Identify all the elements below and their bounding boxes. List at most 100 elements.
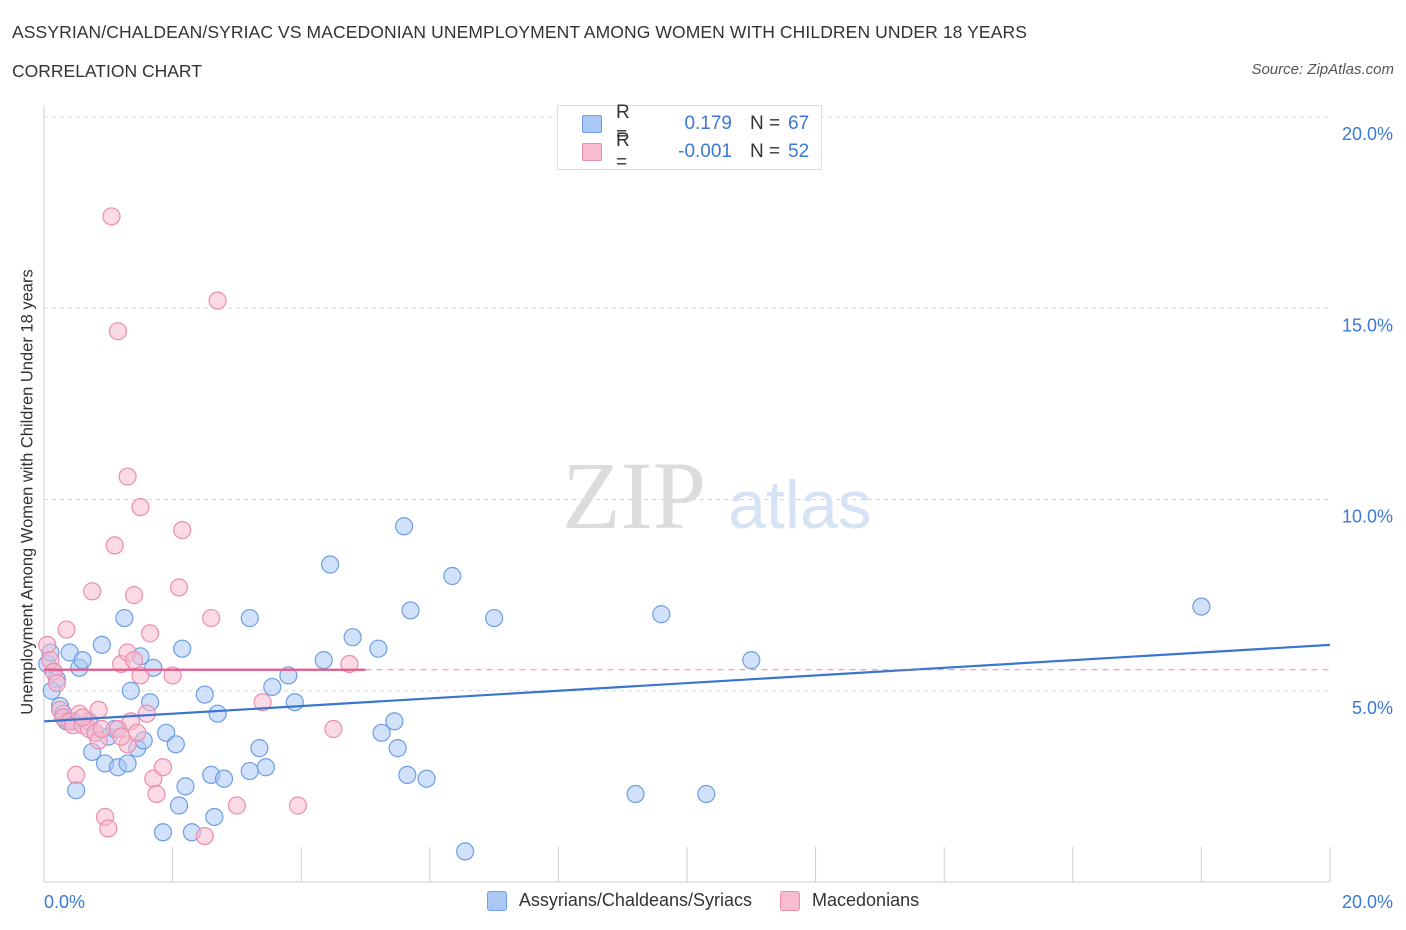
point-assyrians — [279, 666, 298, 685]
series-legend: Assyrians/Chaldeans/Syriacs Macedonians — [0, 890, 1406, 911]
point-macedonians — [227, 796, 246, 815]
point-macedonians — [118, 467, 137, 486]
point-assyrians — [195, 685, 214, 704]
point-assyrians — [256, 758, 275, 777]
point-macedonians — [288, 796, 308, 815]
point-assyrians — [388, 739, 407, 758]
y-tick-label: 10.0% — [1342, 507, 1393, 527]
legend-r-label: R = — [616, 130, 630, 173]
point-macedonians — [124, 651, 144, 670]
point-assyrians — [343, 628, 362, 647]
legend-n-value: 52 — [788, 141, 810, 162]
point-macedonians — [131, 498, 150, 517]
point-macedonians — [340, 654, 359, 674]
legend-row-assyrians: R = 0.179 N = 67 — [582, 102, 810, 145]
point-macedonians — [131, 666, 150, 685]
point-macedonians — [73, 708, 92, 727]
point-assyrians — [240, 608, 259, 628]
point-assyrians — [121, 681, 140, 700]
point-assyrians — [742, 651, 761, 670]
point-macedonians — [153, 758, 173, 777]
legend-label-assyrians: Assyrians/Chaldeans/Syriacs — [518, 890, 753, 910]
point-macedonians — [208, 291, 227, 310]
point-macedonians — [195, 826, 214, 846]
point-assyrians — [240, 761, 259, 781]
point-macedonians — [173, 520, 192, 540]
legend-item-assyrians[interactable]: Assyrians/Chaldeans/Syriacs — [486, 890, 753, 911]
point-assyrians — [92, 635, 111, 654]
legend-r-value: 0.179 — [684, 113, 732, 134]
point-assyrians — [398, 765, 417, 785]
point-assyrians — [263, 677, 282, 697]
point-assyrians — [169, 796, 189, 815]
point-assyrians — [176, 777, 195, 796]
trend-line-assyrians — [43, 643, 1331, 723]
point-macedonians — [253, 693, 272, 712]
chart-subtitle: CORRELATION CHART — [12, 61, 202, 81]
stats-legend: R = 0.179 N = 67 R = -0.001 N = 52 — [557, 102, 822, 173]
point-assyrians — [166, 735, 185, 754]
legend-swatch-blue — [486, 890, 507, 911]
point-assyrians — [369, 639, 388, 658]
point-macedonians — [92, 719, 111, 739]
point-macedonians — [147, 784, 166, 804]
point-assyrians — [385, 712, 404, 731]
axis-layer — [43, 105, 1331, 883]
point-assyrians — [626, 784, 645, 804]
y-axis-label: Unemployment Among Women with Children U… — [18, 269, 37, 715]
x-tick-label: 0.0% — [44, 892, 85, 912]
legend-swatch-pink — [582, 143, 602, 161]
point-assyrians — [205, 807, 224, 827]
point-assyrians — [401, 601, 420, 620]
legend-r-value: -0.001 — [678, 141, 732, 162]
point-assyrians — [485, 608, 504, 628]
point-assyrians — [372, 723, 391, 742]
point-assyrians — [73, 651, 92, 670]
point-assyrians — [1192, 597, 1211, 616]
legend-swatch-blue — [582, 115, 602, 133]
y-tick-label: 15.0% — [1342, 315, 1393, 335]
point-macedonians — [38, 635, 57, 654]
point-macedonians — [99, 819, 118, 838]
point-macedonians — [47, 673, 66, 693]
point-assyrians — [456, 842, 475, 861]
legend-n-value: 67 — [788, 113, 810, 134]
point-macedonians — [137, 704, 156, 723]
legend-n-label: N = — [750, 141, 781, 162]
x-tick-label: 20.0% — [1342, 892, 1393, 912]
point-assyrians — [417, 769, 436, 788]
point-macedonians — [89, 700, 108, 719]
point-assyrians — [697, 784, 716, 804]
point-macedonians — [102, 207, 121, 226]
watermark-atlas: atlas — [728, 467, 872, 543]
point-assyrians — [321, 555, 340, 574]
source-credit: Source: ZipAtlas.com — [1251, 61, 1394, 78]
point-macedonians — [83, 582, 102, 601]
point-macedonians — [202, 608, 221, 628]
watermark: ZIP atlas — [562, 442, 872, 549]
point-assyrians — [173, 639, 192, 658]
trend-layer — [43, 643, 1331, 723]
point-macedonians — [67, 765, 86, 785]
point-macedonians — [140, 624, 160, 643]
point-assyrians — [285, 693, 304, 712]
point-assyrians — [67, 781, 86, 800]
point-assyrians — [115, 608, 134, 628]
point-macedonians — [169, 578, 189, 597]
point-assyrians — [208, 704, 227, 723]
legend-r-label: R = — [616, 102, 630, 145]
point-assyrians — [153, 823, 173, 842]
point-assyrians — [250, 739, 269, 758]
legend-item-macedonians[interactable]: Macedonians — [780, 890, 919, 911]
point-macedonians — [128, 723, 147, 742]
chart-title: ASSYRIAN/CHALDEAN/SYRIAC VS MACEDONIAN U… — [12, 22, 1027, 42]
point-macedonians — [324, 719, 343, 739]
point-macedonians — [108, 322, 128, 341]
legend-swatch-pink — [780, 890, 801, 911]
tick-labels: 5.0% 10.0% 15.0% 20.0% 0.0% 20.0% — [44, 124, 1393, 912]
grid-layer — [44, 116, 1330, 692]
point-assyrians — [394, 517, 414, 536]
point-assyrians — [214, 769, 234, 788]
y-tick-label: 5.0% — [1352, 698, 1393, 718]
